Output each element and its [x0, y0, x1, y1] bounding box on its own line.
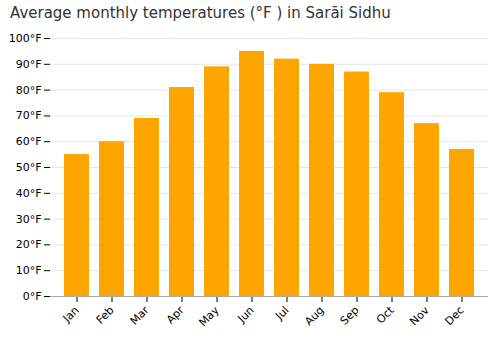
- svg-text:Feb: Feb: [94, 304, 117, 327]
- svg-text:May: May: [196, 303, 222, 329]
- svg-text:Mar: Mar: [128, 303, 152, 327]
- svg-text:Nov: Nov: [407, 303, 432, 328]
- svg-text:10°F: 10°F: [16, 264, 42, 277]
- svg-text:Oct: Oct: [374, 303, 397, 326]
- svg-text:80°F: 80°F: [16, 84, 42, 97]
- svg-text:20°F: 20°F: [16, 238, 42, 251]
- svg-text:70°F: 70°F: [16, 109, 42, 122]
- svg-text:60°F: 60°F: [16, 135, 42, 148]
- svg-text:40°F: 40°F: [16, 187, 42, 200]
- html-text:Average monthly temperatures (: Average monthly temperatures (°F ) in Sa…: [10, 4, 391, 22]
- svg-text:Sep: Sep: [338, 304, 362, 328]
- svg-text:Jul: Jul: [272, 304, 291, 323]
- svg-text:0°F: 0°F: [23, 290, 42, 303]
- svg-text:Jan: Jan: [60, 304, 82, 326]
- svg-text:Jun: Jun: [235, 304, 257, 326]
- svg-text:Dec: Dec: [442, 304, 466, 328]
- svg-text:Aug: Aug: [302, 304, 326, 328]
- svg-text:Apr: Apr: [164, 303, 187, 326]
- svg-text:90°F: 90°F: [16, 58, 42, 71]
- svg-text:30°F: 30°F: [16, 213, 42, 226]
- svg-text:50°F: 50°F: [16, 161, 42, 174]
- svg-text:100°F: 100°F: [9, 32, 42, 45]
